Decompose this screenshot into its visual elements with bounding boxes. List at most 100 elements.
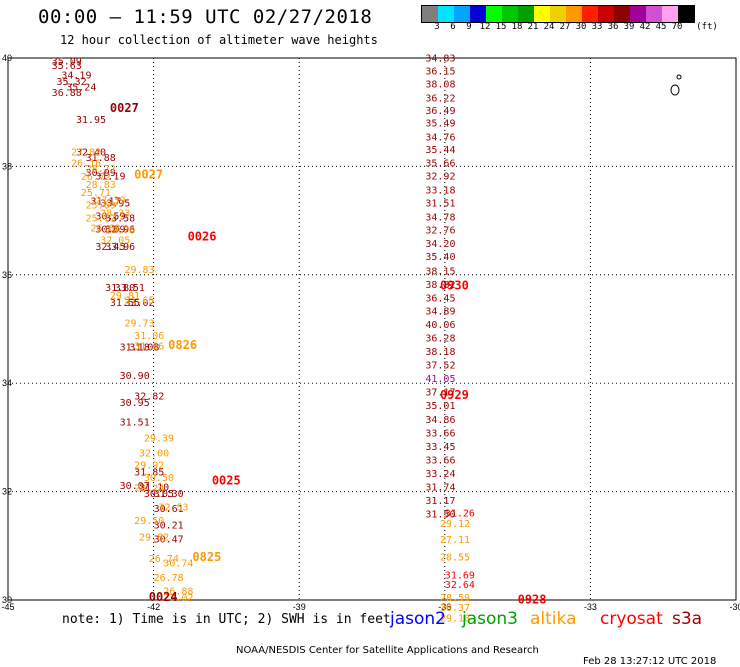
satellite-s3a: s3a	[672, 609, 703, 629]
wave-height-label: 30.95	[120, 398, 150, 409]
footer-timestamp: Feb 28 13:27:12 UTC 2018	[583, 656, 717, 667]
wave-height-label: 30.59	[95, 212, 125, 223]
wave-height-label: 30.05	[144, 489, 174, 500]
wave-height-label: 30.50	[144, 473, 174, 484]
wave-height-label: 27.78	[105, 226, 135, 237]
wave-height-label: 32.40	[76, 148, 106, 159]
wave-height-label: 36.45	[425, 293, 455, 304]
y-tick-label: 34	[2, 378, 12, 388]
wave-height-label: 31.51	[425, 199, 455, 210]
satellite-jason3: jason3	[462, 609, 518, 629]
wave-height-label: 33.02	[124, 298, 154, 309]
legend-swatch	[662, 6, 678, 22]
legend-swatch	[470, 6, 486, 22]
wave-height-label: 40.06	[425, 320, 455, 331]
wave-height-label: 34.20	[425, 239, 455, 250]
wave-height-label: 35.66	[425, 158, 455, 169]
wave-height-label: 31.74	[425, 483, 455, 494]
time-label: 0826	[168, 338, 197, 352]
wave-height-label: 28.59	[440, 593, 470, 604]
legend-swatch	[454, 6, 470, 22]
legend-swatch	[534, 6, 550, 22]
wave-height-label: 29.12	[440, 519, 470, 530]
legend-label: 42	[639, 22, 651, 32]
wave-height-label: 35.24	[66, 83, 96, 94]
wave-height-label: 27.39	[95, 195, 125, 206]
legend-swatch	[518, 6, 534, 22]
wave-height-label: 31.80	[105, 283, 135, 294]
wave-height-label: 31.85	[134, 467, 164, 478]
x-tick-label: -39	[293, 602, 306, 612]
wave-height-label: 29.73	[124, 318, 154, 329]
wave-height-label: 38.18	[425, 347, 455, 358]
wave-height-label: 35.63	[52, 61, 82, 72]
wave-height-label: 36.88	[52, 88, 82, 99]
wave-height-label: 34.19	[61, 71, 91, 82]
wave-height-label: 33.96	[105, 242, 135, 253]
plot-frame	[7, 57, 737, 601]
wave-height-label: 30.09	[95, 225, 125, 236]
wave-height-label: 33.24	[425, 469, 455, 480]
wave-height-label: 32.00	[139, 448, 169, 459]
legend-label: 21	[527, 22, 539, 32]
island-marker	[676, 74, 682, 80]
wave-height-label: 33.51	[115, 283, 145, 294]
wave-height-label: 33.66	[425, 455, 455, 466]
time-label: 0026	[188, 230, 217, 244]
wave-height-label: 26.88	[163, 587, 193, 598]
wave-height-label: 33.45	[425, 442, 455, 453]
color-legend-labels: 3 6 9 12 15 18 21 24 27 30 33 36 39 42 45 70 (ft)	[421, 22, 740, 34]
wave-height-label: 33.58	[105, 214, 135, 225]
wave-height-label: 34.83	[425, 53, 455, 64]
wave-height-label: 26.72	[81, 172, 111, 183]
wave-height-label: 34.78	[425, 213, 455, 224]
legend-swatch	[486, 6, 502, 22]
wave-height-label: 32.53	[158, 503, 188, 514]
wave-height-label: 31.17	[425, 496, 455, 507]
satellite-altika: altika	[530, 609, 577, 629]
wave-height-label: 35.32	[57, 77, 87, 88]
chart-plot: -45 -42 -39 -36 -33 -30 30 32 34 36 38 40 35.0935.63…	[1, 53, 740, 625]
legend-swatch	[566, 6, 582, 22]
wave-height-label: 29.39	[144, 434, 174, 445]
footer-note: note: 1) Time is in UTC; 2) SWH is in fe…	[62, 612, 391, 627]
wave-height-label: 36.15	[425, 66, 455, 77]
wave-height-label: 28.33	[100, 208, 130, 219]
wave-height-label: 35.09	[52, 57, 82, 68]
wave-height-label: 29.18	[440, 614, 470, 625]
legend-label: 39	[623, 22, 635, 32]
wave-height-label: 31.30	[154, 489, 184, 500]
wave-height-label: 30.21	[154, 520, 184, 531]
wave-height-label: 29.82	[139, 532, 169, 543]
wave-height-label: 30.61	[154, 504, 184, 515]
wave-height-label: 27.02	[163, 593, 193, 604]
legend-label: 3	[434, 22, 440, 32]
legend-label: 24	[543, 22, 555, 32]
wave-height-label: 30.99	[86, 168, 116, 179]
wave-height-label: 29.24	[134, 484, 164, 495]
wave-height-label: 26.74	[149, 554, 179, 565]
wave-height-label: 35.40	[425, 252, 455, 263]
time-label: 0928	[518, 592, 547, 606]
wave-height-label: 35.49	[425, 118, 455, 129]
island-marker	[670, 84, 680, 96]
wave-height-label: 31.08	[129, 343, 159, 354]
wave-height-label: 37.52	[425, 361, 455, 372]
wave-height-label: 36.28	[425, 333, 455, 344]
wave-height-label: 33.95	[100, 199, 130, 210]
wave-height-label: 31.10	[139, 483, 169, 494]
chart-subtitle: 12 hour collection of altimeter wave hei…	[60, 33, 378, 47]
y-tick-label: 40	[2, 53, 12, 63]
wave-height-label: 37.17	[425, 388, 455, 399]
legend-swatch	[598, 6, 614, 22]
wave-height-label: 31.17	[91, 196, 121, 207]
wave-height-label: 41.05	[425, 374, 455, 385]
wave-height-label: 31.50	[425, 510, 455, 521]
wave-height-label: 26.78	[154, 573, 184, 584]
legend-label: 70	[671, 22, 683, 32]
wave-height-label: 29.50	[134, 516, 164, 527]
color-legend	[421, 5, 695, 23]
wave-height-label: 33.18	[425, 186, 455, 197]
wave-height-label: 30.47	[154, 535, 184, 546]
y-tick-label: 32	[2, 487, 12, 497]
